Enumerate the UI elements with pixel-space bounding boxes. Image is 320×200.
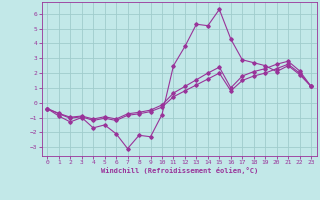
X-axis label: Windchill (Refroidissement éolien,°C): Windchill (Refroidissement éolien,°C) bbox=[100, 167, 258, 174]
